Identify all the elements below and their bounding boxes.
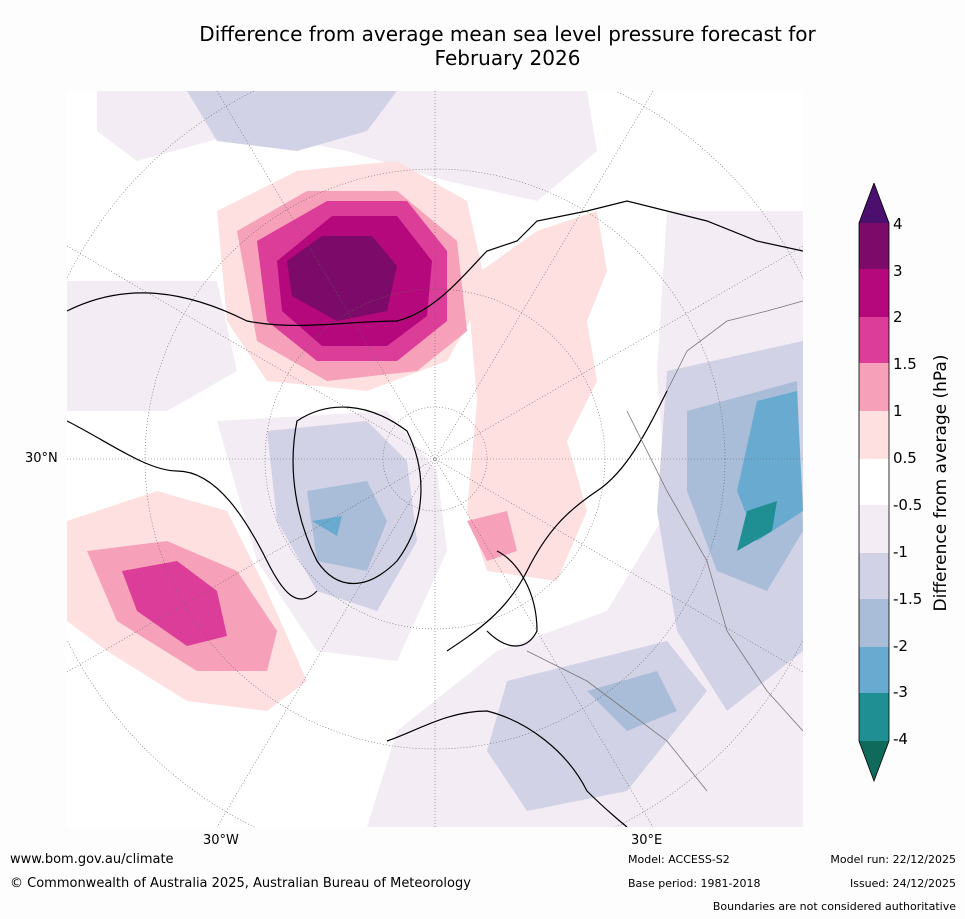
colorbar-tick-minus-3: -3 (893, 683, 908, 701)
anomaly-strong-negative-greenland (307, 481, 387, 571)
anomaly-strong-negative-mediterranean (587, 671, 677, 731)
colorbar-segment-m1.5-m1 (859, 553, 889, 599)
country-borders (526, 300, 803, 792)
base-period: Base period: 1981-2018 (628, 877, 761, 890)
anomaly-weak-negative-west (67, 281, 237, 411)
anomaly-moderate-negative-north (187, 91, 397, 151)
anomaly-very-strong-negative-siberia (737, 391, 803, 541)
graticule (67, 91, 803, 827)
colorbar-segment-0.5-1 (859, 411, 889, 459)
anomaly-very-strong-negative-greenland (312, 516, 342, 536)
anomaly-extreme-negative-siberia (737, 501, 777, 551)
colorbar-segment-m3-m2 (859, 647, 889, 693)
colorbar-tick-minus-1: -1 (893, 543, 908, 561)
colorbar-tick-minus-0.5: -0.5 (893, 496, 923, 514)
colorbar-tick-minus-1.5: -1.5 (893, 590, 923, 608)
colorbar-title: Difference from average (hPa) (931, 354, 951, 612)
colorbar-segment-m2-m1.5 (859, 599, 889, 647)
model-run-date: Model run: 22/12/2025 (830, 853, 956, 866)
colorbar-segment-1.5-2 (859, 317, 889, 363)
anomaly-extreme-positive-pacific (287, 236, 397, 321)
chart-title: Difference from average mean sea level p… (120, 22, 895, 70)
longitude-label-30e: 30°E (631, 833, 663, 848)
title-line-1: Difference from average mean sea level p… (199, 22, 816, 46)
colorbar (858, 181, 890, 787)
longitude-label-30w: 30°W (203, 833, 239, 848)
anomaly-moderate-positive-scandinavia (467, 511, 517, 561)
colorbar-tick-1.5: 1.5 (893, 355, 917, 373)
boundary-disclaimer: Boundaries are not considered authoritat… (712, 900, 956, 913)
map-canvas (67, 91, 803, 827)
copyright-notice: © Commonwealth of Australia 2025, Austra… (10, 876, 471, 891)
colorbar-tick-minus-2: -2 (893, 637, 908, 655)
colorbar-segment-neutral (859, 459, 889, 505)
colorbar-tick-2: 2 (893, 308, 903, 326)
colorbar-tick-1: 1 (893, 402, 903, 420)
pressure-anomaly-map (67, 91, 803, 827)
coastlines (67, 200, 803, 827)
colorbar-segment-2-3 (859, 269, 889, 317)
colorbar-tick-3: 3 (893, 262, 903, 280)
title-line-2: February 2026 (434, 46, 581, 70)
colorbar-segment-m4-m3 (859, 693, 889, 741)
colorbar-tick-minus-4: -4 (893, 730, 908, 748)
issued-date: Issued: 24/12/2025 (849, 877, 956, 890)
colorbar-segment-m1-m0.5 (859, 505, 889, 553)
colorbar-segment-1-1.5 (859, 363, 889, 411)
anomaly-weak-positive-scandinavia (467, 211, 607, 581)
colorbar-segment-above-4 (859, 183, 889, 223)
anomaly-weak-negative-east (367, 211, 803, 827)
colorbar-segment-below-m4 (859, 741, 889, 781)
colorbar-tick-4: 4 (893, 215, 903, 233)
anomaly-strong-positive-northeast-pacific (122, 561, 227, 646)
model-name: Model: ACCESS-S2 (628, 853, 730, 866)
colorbar-outline (858, 181, 890, 783)
latitude-label-30n: 30°N (25, 451, 58, 466)
colorbar-tick-0.5: 0.5 (893, 449, 917, 467)
colorbar-segment-3-4 (859, 223, 889, 269)
website-link[interactable]: www.bom.gov.au/climate (10, 852, 174, 867)
